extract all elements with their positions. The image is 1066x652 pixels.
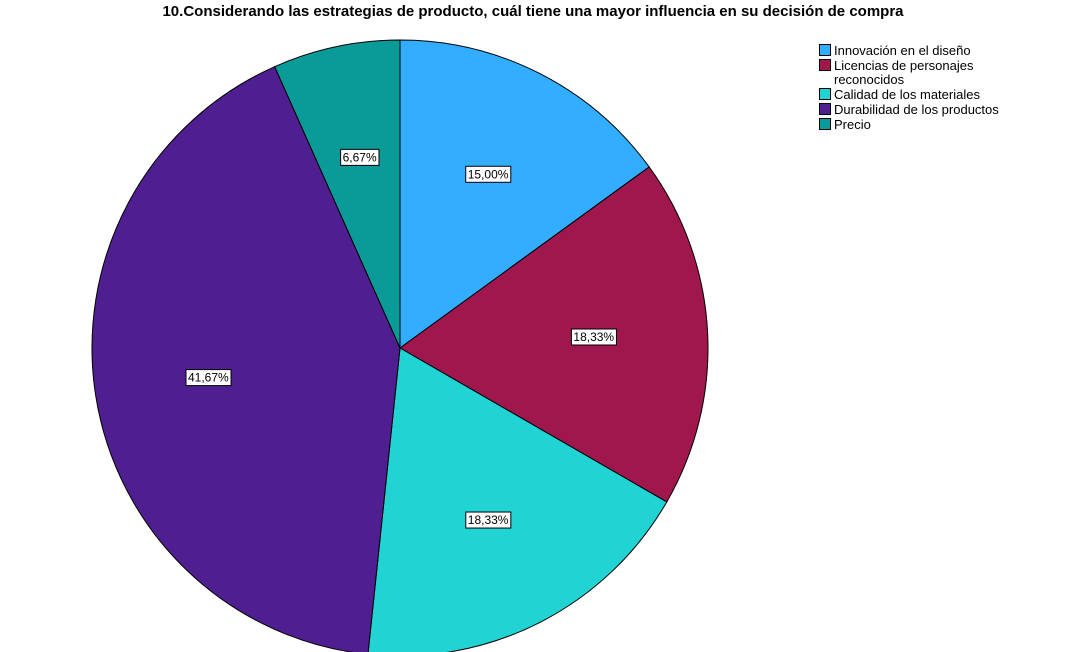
- data-label: 6,67%: [340, 148, 380, 166]
- data-label-box: [465, 165, 512, 183]
- legend-item: Durabilidad de los productos: [819, 103, 1039, 117]
- legend-swatch: [819, 118, 831, 130]
- legend-item: Precio: [819, 118, 1039, 132]
- legend-swatch: [819, 103, 831, 115]
- legend-item: Innovación en el diseño: [819, 44, 1039, 58]
- pie-slice: [91, 65, 401, 652]
- data-label-box: [465, 511, 512, 529]
- pie-slice: [399, 166, 709, 503]
- legend-label: Calidad de los materiales: [834, 87, 980, 102]
- data-label-box: [340, 148, 380, 166]
- data-label-text: 18,33%: [573, 330, 614, 344]
- pie-slice: [274, 39, 401, 349]
- data-label-text: 18,33%: [468, 513, 509, 527]
- legend-swatch: [819, 44, 831, 56]
- legend-swatch: [819, 88, 831, 100]
- pie-slice: [399, 39, 650, 349]
- chart-title: 10.Considerando las estrategias de produ…: [162, 3, 904, 20]
- data-label: 41,67%: [185, 369, 232, 387]
- data-label-text: 6,67%: [343, 150, 377, 164]
- data-label: 18,33%: [570, 328, 617, 346]
- legend-label: Precio: [834, 117, 871, 132]
- legend-swatch: [819, 59, 831, 71]
- data-label-box: [570, 328, 617, 346]
- data-label-text: 41,67%: [188, 371, 229, 385]
- data-label: 15,00%: [465, 165, 512, 183]
- legend-item: Licencias de personajes reconocidos: [819, 59, 1039, 87]
- data-label-box: [185, 369, 232, 387]
- data-label-text: 15,00%: [468, 167, 509, 181]
- legend-label: Licencias de personajes reconocidos: [834, 58, 974, 87]
- pie-slice: [367, 347, 668, 652]
- legend-label: Innovación en el diseño: [834, 43, 971, 58]
- data-label: 18,33%: [465, 511, 512, 529]
- legend-item: Calidad de los materiales: [819, 88, 1039, 102]
- legend: Innovación en el diseño Licencias de pers…: [819, 44, 1039, 133]
- legend-label: Durabilidad de los productos: [834, 102, 999, 117]
